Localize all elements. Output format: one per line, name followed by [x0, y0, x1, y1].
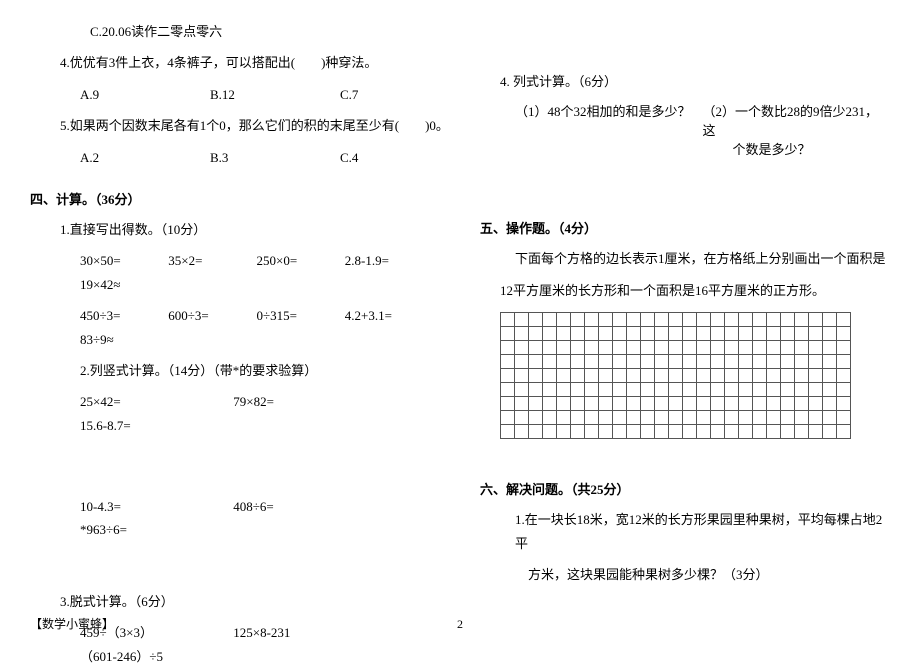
q5-options: A.2 B.3 C.4: [30, 146, 450, 169]
c2-4: 4.2+3.1=: [345, 304, 430, 327]
q4-options: A.9 B.12 C.7: [30, 83, 450, 106]
q4-2-wrap: （2）一个数比28的9倍少231，这 个数是多少？: [703, 101, 891, 158]
spacer-2: [30, 550, 450, 590]
q4-c: C.7: [340, 83, 440, 106]
grid-table: [500, 312, 851, 439]
section-5-heading: 五、操作题。（4分）: [480, 218, 890, 237]
q4-1: （1）48个32相加的和是多少？: [515, 101, 703, 158]
vert-row-2: 10-4.3= 408÷6= *963÷6=: [30, 495, 450, 542]
content-columns: C.20.06读作二零点零六 4.优优有3件上衣，4条裤子，可以搭配出( )种穿…: [30, 20, 890, 580]
v1-2: 79×82=: [233, 390, 383, 413]
page-number: 2: [457, 617, 463, 632]
sec5-text1: 下面每个方格的边长表示1厘米，在方格纸上分别画出一个面积是: [480, 247, 890, 270]
sec4-2-title: 2.列竖式计算。（14分）（带*的要求验算）: [30, 359, 450, 382]
q4-wrap: （1）48个32相加的和是多少？ （2）一个数比28的9倍少231，这 个数是多…: [480, 101, 890, 158]
v2-3: *963÷6=: [80, 518, 230, 541]
q3-option-c: C.20.06读作二零点零六: [30, 20, 450, 43]
sec6-1a: 1.在一块长18米，宽12米的长方形果园里种果树，平均每棵占地2平: [480, 508, 890, 555]
sec4-1-title: 1.直接写出得数。（10分）: [30, 218, 450, 241]
c2-2: 600÷3=: [168, 304, 253, 327]
t1-3: （601-246）÷5: [80, 645, 230, 668]
t1-2: 125×8-231: [233, 621, 383, 644]
c1-5: 19×42≈: [80, 273, 165, 296]
sec6-1b: 方米，这块果园能种果树多少棵？（3分）: [480, 563, 890, 586]
c2-5: 83÷9≈: [80, 328, 165, 351]
q5-b: B.3: [210, 146, 340, 169]
v2-2: 408÷6=: [233, 495, 383, 518]
sec5-text2: 12平方厘米的长方形和一个面积是16平方厘米的正方形。: [480, 279, 890, 302]
q4-2b: 个数是多少？: [703, 139, 891, 158]
q5-a: A.2: [80, 146, 210, 169]
v2-1: 10-4.3=: [80, 495, 230, 518]
sec4-3-title: 3.脱式计算。（6分）: [30, 590, 450, 613]
left-column: C.20.06读作二零点零六 4.优优有3件上衣，4条裤子，可以搭配出( )种穿…: [30, 20, 450, 580]
right-column: 4. 列式计算。（6分） （1）48个32相加的和是多少？ （2）一个数比28的…: [480, 20, 890, 580]
q4-2a: （2）一个数比28的9倍少231，这: [703, 101, 891, 139]
q4-a: A.9: [80, 83, 210, 106]
calc-row-2: 450÷3= 600÷3= 0÷315= 4.2+3.1= 83÷9≈: [30, 304, 450, 351]
c1-4: 2.8-1.9=: [345, 249, 430, 272]
spacer-r1: [480, 158, 890, 198]
v1-3: 15.6-8.7=: [80, 414, 230, 437]
q4-title: 4.优优有3件上衣，4条裤子，可以搭配出( )种穿法。: [30, 51, 450, 74]
c1-1: 30×50=: [80, 249, 165, 272]
q4-b: B.12: [210, 83, 340, 106]
footer-text: 【数学小蜜蜂】: [30, 615, 114, 632]
vert-row-1: 25×42= 79×82= 15.6-8.7=: [30, 390, 450, 437]
calc-row-1: 30×50= 35×2= 250×0= 2.8-1.9= 19×42≈: [30, 249, 450, 296]
spacer-r2: [480, 439, 890, 459]
grid-paper: [500, 312, 890, 439]
c1-3: 250×0=: [257, 249, 342, 272]
spacer-1: [30, 445, 450, 495]
spacer-top-right: [480, 20, 890, 70]
c1-2: 35×2=: [168, 249, 253, 272]
sec4-4-title: 4. 列式计算。（6分）: [480, 70, 890, 93]
q5-title: 5.如果两个因数末尾各有1个0，那么它们的积的末尾至少有( )0。: [30, 114, 450, 137]
c2-1: 450÷3=: [80, 304, 165, 327]
section-6-heading: 六、解决问题。（共25分）: [480, 479, 890, 498]
section-4-heading: 四、计算。（36分）: [30, 189, 450, 208]
v1-1: 25×42=: [80, 390, 230, 413]
c2-3: 0÷315=: [257, 304, 342, 327]
q5-c: C.4: [340, 146, 440, 169]
